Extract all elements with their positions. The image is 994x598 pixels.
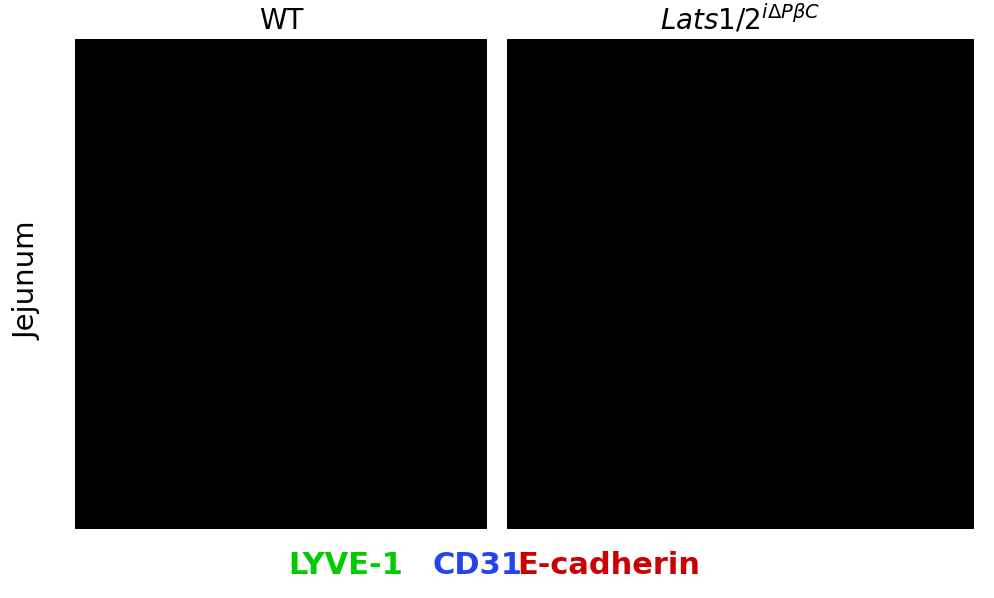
Text: E-cadherin: E-cadherin: [517, 551, 700, 579]
Title: WT: WT: [258, 7, 303, 35]
Text: Jejunum: Jejunum: [14, 222, 42, 340]
Text: CD31: CD31: [432, 551, 523, 579]
Title: $\mathit{Lats1/2}^{\mathit{i\Delta P\beta C}}$: $\mathit{Lats1/2}^{\mathit{i\Delta P\bet…: [660, 2, 821, 35]
Text: LYVE-1: LYVE-1: [288, 551, 404, 579]
